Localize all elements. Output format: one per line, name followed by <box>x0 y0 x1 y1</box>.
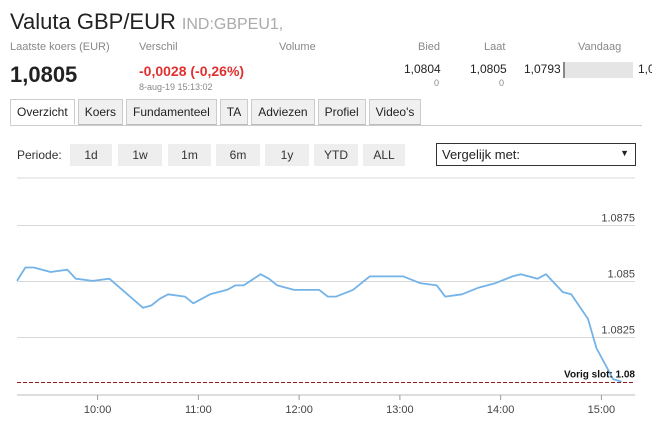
day-range-bar <box>565 62 633 78</box>
tab-koers[interactable]: Koers <box>77 99 124 125</box>
previous-close-label: Vorig slot: 1.08 <box>564 370 635 381</box>
today-high: 1,0 <box>638 62 652 76</box>
x-tick-label: 11:00 <box>185 404 212 416</box>
instrument-code: IND:GBPEU1, <box>181 16 284 33</box>
tab-bar: Overzicht Koers Fundamenteel TA Adviezen… <box>10 99 424 125</box>
period-1d-button[interactable]: 1d <box>70 144 112 166</box>
ask-value: 1,0805 <box>470 62 507 76</box>
volume-label: Volume <box>279 41 316 53</box>
x-tick-label: 12:00 <box>285 404 313 416</box>
x-tick-label: 10:00 <box>84 404 112 416</box>
chart-grid <box>17 177 635 338</box>
price-chart: 1.0875 1.085 1.0825 10:00 11:00 12:00 13:00 14… <box>16 177 635 416</box>
price-change-value: -0,0028 <box>139 63 187 79</box>
bid-value: 1,0804 <box>404 62 441 76</box>
x-tick-label: 15:00 <box>588 404 616 416</box>
x-tick-label: 13:00 <box>386 404 414 416</box>
y-axis: 1.0875 1.085 1.0825 <box>601 213 635 337</box>
y-tick-label: 1.0875 <box>601 213 635 225</box>
series-layer <box>16 266 622 383</box>
bid-size: 0 <box>434 78 440 88</box>
quote-timestamp: 8-aug-19 15:13:02 <box>139 82 213 92</box>
change-label: Verschil <box>139 41 178 53</box>
period-1w-button[interactable]: 1w <box>118 144 162 166</box>
tab-overzicht[interactable]: Overzicht <box>10 99 75 125</box>
bid-label: Bied <box>418 41 441 53</box>
price-line <box>16 266 622 383</box>
ask-label: Laat <box>484 41 506 53</box>
compare-select-value: Vergelijk met: <box>442 147 521 162</box>
tab-ta[interactable]: TA <box>219 99 249 125</box>
period-6m-button[interactable]: 6m <box>216 144 260 166</box>
tab-divider <box>10 125 642 126</box>
ask-size: 0 <box>499 78 505 88</box>
page-title: Valuta GBP/EUR <box>10 9 176 34</box>
today-low: 1,0793 <box>524 62 561 76</box>
period-all-button[interactable]: ALL <box>363 144 405 166</box>
x-axis: 10:00 11:00 12:00 13:00 14:00 15:00 <box>17 394 635 416</box>
tab-fundamenteel[interactable]: Fundamenteel <box>126 99 217 125</box>
period-1m-button[interactable]: 1m <box>168 144 211 166</box>
period-1y-button[interactable]: 1y <box>265 144 309 166</box>
price-change: -0,0028 (-0,26%) <box>139 63 244 79</box>
reference-line-layer: Vorig slot: 1.08 <box>17 370 635 383</box>
tab-videos[interactable]: Video's <box>368 99 422 125</box>
period-ytd-button[interactable]: YTD <box>314 144 358 166</box>
last-price: 1,0805 <box>10 62 78 87</box>
caret-down-icon: ▼ <box>620 148 629 158</box>
compare-select[interactable]: Vergelijk met: ▼ <box>436 143 636 166</box>
period-label: Periode: <box>17 148 62 162</box>
x-tick-label: 14:00 <box>487 404 515 416</box>
y-tick-label: 1.0825 <box>601 325 635 337</box>
price-change-percent: (-0,26%) <box>190 63 245 79</box>
day-range-marker <box>563 62 565 78</box>
today-label: Vandaag <box>578 41 622 53</box>
y-tick-label: 1.085 <box>607 269 635 281</box>
tab-adviezen[interactable]: Adviezen <box>251 99 315 125</box>
title-row: Valuta GBP/EUR IND:GBPEU1, <box>10 9 283 35</box>
tab-profiel[interactable]: Profiel <box>317 99 366 125</box>
last-price-label: Laatste koers (EUR) <box>10 41 110 53</box>
